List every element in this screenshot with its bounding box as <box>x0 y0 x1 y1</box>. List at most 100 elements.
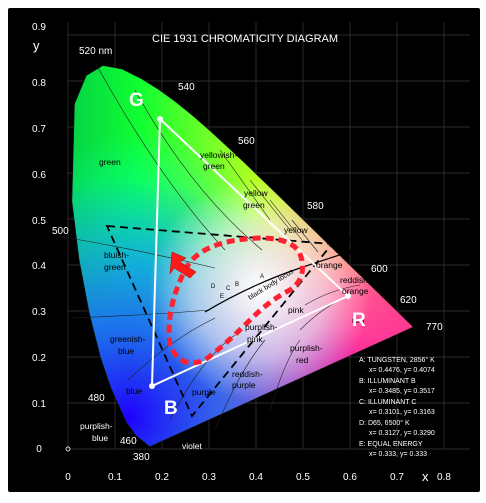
label-yellow: yellow <box>284 225 308 235</box>
label-purplish-pink-1: purplish- <box>245 322 278 332</box>
x-tick-3: 0.3 <box>202 472 216 483</box>
y-tick-0: 0 <box>36 444 42 455</box>
x-tick-labels: 0 0.1 0.2 0.3 0.4 0.5 0.6 0.7 0.8 <box>65 472 451 483</box>
y-tick-7: 0.7 <box>32 124 46 135</box>
label-yellowish-green-1: yellowish- <box>200 150 237 160</box>
label-purplish-red-1: purplish- <box>290 343 323 353</box>
legend-e-coords: x= 0.333, y= 0.333 <box>369 451 427 458</box>
wavelength-620: 620 <box>400 295 417 306</box>
legend-c-coords: x= 0.3101, y= 0.3163 <box>369 409 435 416</box>
label-reddish-orange-2: orange <box>342 286 369 296</box>
y-tick-labels: 0 0.1 0.2 0.3 0.4 0.5 0.6 0.7 0.8 0.9 <box>32 22 46 455</box>
label-yellowish-pink-1: yellowish- <box>336 234 373 244</box>
label-yellowish-green-2: green <box>203 161 225 171</box>
x-tick-0: 0 <box>65 472 71 483</box>
diagram-title: CIE 1931 CHROMATICITY DIAGRAM <box>152 33 338 45</box>
wavelength-380: 380 <box>133 452 150 463</box>
primary-r-label: R <box>352 310 366 331</box>
wavelength-770: 770 <box>426 322 443 333</box>
legend-b-name: B: ILLUMINANT B <box>359 378 416 385</box>
legend-a-name: A: TUNGSTEN, 2856° K <box>359 356 435 364</box>
label-greenish-blue-2: blue <box>118 346 134 356</box>
label-reddish-purple-1: reddish- <box>232 369 263 379</box>
x-tick-5: 0.5 <box>296 472 310 483</box>
primary-labels: G R B <box>129 90 366 419</box>
primary-r-point <box>345 293 351 299</box>
label-red: red <box>352 315 365 325</box>
label-bluish-green-2: green <box>104 262 126 272</box>
label-yellowish-pink-2: pink <box>346 246 362 256</box>
label-violet: violet <box>182 441 202 451</box>
primary-g-point <box>157 116 163 122</box>
dashed-gamut-triangle <box>105 224 334 418</box>
legend-b-coords: x= 0.3485, y= 0.3517 <box>369 388 435 395</box>
legend-e-name: E: EQUAL ENERGY <box>359 441 423 448</box>
label-purplish-blue-1: purplish- <box>80 421 113 431</box>
label-bluish-green-1: bluish- <box>104 250 129 260</box>
wavelength-480: 480 <box>88 393 105 404</box>
label-greenish-yellow-1: greenish- <box>281 169 317 179</box>
y-tick-9: 0.9 <box>32 22 46 33</box>
label-reddish-purple-2: purple <box>232 380 256 390</box>
locus-point-b: B <box>235 282 239 288</box>
origin-marker <box>65 446 71 452</box>
label-purple: purple <box>192 387 216 397</box>
y-tick-3: 0.3 <box>32 307 46 318</box>
label-green: green <box>99 157 121 167</box>
x-tick-1: 0.1 <box>108 472 122 483</box>
primary-b-label: B <box>164 398 178 419</box>
y-axis-label: y <box>33 38 40 53</box>
wavelength-labels: 520 nm 540 560 580 600 620 770 500 480 4… <box>52 46 443 463</box>
primary-b-point <box>149 383 155 389</box>
y-tick-8: 0.8 <box>32 78 46 89</box>
label-yellow-green-1: yellow <box>244 188 268 198</box>
x-axis-label: x <box>422 469 429 484</box>
wavelength-600: 600 <box>371 264 388 275</box>
locus-point-c: C <box>226 286 231 292</box>
x-tick-7: 0.7 <box>390 472 404 483</box>
red-arrow <box>169 251 197 279</box>
label-pink: pink <box>288 305 304 315</box>
locus-point-a: A <box>260 274 264 280</box>
label-purplish-pink-2: pink <box>247 334 263 344</box>
region-labels: green yellowish- green yellow green gree… <box>80 150 373 451</box>
locus-point-e: E <box>220 294 224 300</box>
region-boundaries <box>57 63 361 431</box>
y-tick-5: 0.5 <box>32 216 46 227</box>
highlight-dashed-region <box>166 235 305 366</box>
legend-d-coords: x= 0.3127, y= 0.3290 <box>369 430 435 437</box>
wavelength-580: 580 <box>307 201 324 212</box>
rgb-gamut-triangle <box>150 116 350 388</box>
x-tick-6: 0.6 <box>343 472 357 483</box>
wavelength-500: 500 <box>52 226 69 237</box>
wavelength-560: 560 <box>238 136 255 147</box>
y-tick-6: 0.6 <box>32 170 46 181</box>
primary-g-label: G <box>129 90 144 111</box>
label-reddish-orange-1: reddish- <box>340 275 371 285</box>
label-yellow-green-2: green <box>243 200 265 210</box>
legend-a-coords: x= 0.4476, y= 0.4074 <box>369 367 435 374</box>
locus-point-d: D <box>211 284 216 290</box>
label-purplish-red-2: red <box>296 355 309 365</box>
legend-d-name: D: D65, 6500° K <box>359 419 410 427</box>
label-blue: blue <box>126 386 142 396</box>
wavelength-520: 520 nm <box>79 46 112 57</box>
illuminant-legend: A: TUNGSTEN, 2856° K x= 0.4476, y= 0.407… <box>359 356 435 458</box>
wavelength-460: 460 <box>120 436 137 447</box>
label-yellow-orange-2: orange <box>325 211 352 221</box>
label-greenish-yellow-2: yellow <box>286 181 310 191</box>
y-tick-4: 0.4 <box>32 261 46 272</box>
x-tick-4: 0.4 <box>249 472 263 483</box>
x-tick-2: 0.2 <box>155 472 169 483</box>
legend-c-name: C: ILLUMINANT C <box>359 399 416 406</box>
label-greenish-blue-1: greenish- <box>110 334 146 344</box>
x-tick-8: 0.8 <box>437 472 451 483</box>
label-yellow-orange-1: yellow <box>330 199 354 209</box>
y-tick-1: 0.1 <box>32 399 46 410</box>
wavelength-540: 540 <box>178 82 195 93</box>
y-tick-2: 0.2 <box>32 353 46 364</box>
label-orange: orange <box>316 260 343 270</box>
label-purplish-blue-2: blue <box>92 433 108 443</box>
